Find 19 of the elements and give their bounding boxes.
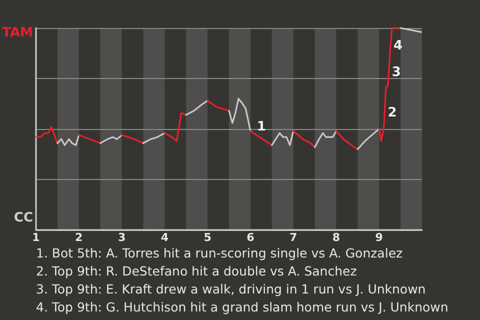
x-tick-label: 4 bbox=[160, 231, 169, 244]
text: 1. Bot 5th: A. Torres hit a run-scoring single vs A. Gonzalez bbox=[36, 246, 404, 260]
annotation: 1 bbox=[256, 120, 266, 135]
x-tick-label: 9 bbox=[375, 231, 383, 244]
text: 2. Top 9th: R. DeStefano hit a double vs A. Sanchez bbox=[36, 264, 358, 278]
x-tick-label: 8 bbox=[332, 231, 340, 244]
annotation: 4 bbox=[394, 38, 403, 54]
x-tick-label: 1 bbox=[32, 231, 40, 244]
text: TAM bbox=[2, 26, 33, 40]
x-tick-label: 2 bbox=[75, 231, 83, 244]
text: 3. Top 9th: E. Kraft drew a walk, driving in 1 run vs J. Unknown bbox=[36, 282, 426, 296]
x-tick-label: 3 bbox=[118, 231, 126, 244]
annotation: 2 bbox=[388, 105, 397, 120]
x-tick-label: 5 bbox=[204, 231, 212, 244]
x-tick-label: 6 bbox=[246, 231, 255, 244]
annotation: 3 bbox=[392, 65, 401, 80]
text: 4. Top 9th: G. Hutchison hit a grand slam home run vs J. Unknown bbox=[36, 300, 448, 314]
text: CC bbox=[14, 210, 33, 226]
x-tick-label: 7 bbox=[290, 231, 298, 244]
